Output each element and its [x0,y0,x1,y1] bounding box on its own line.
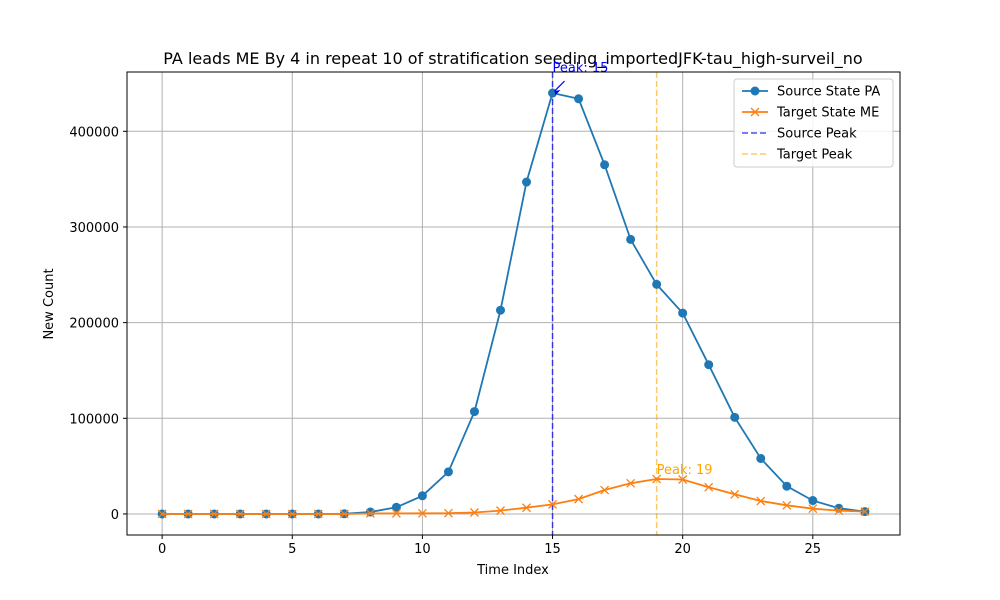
data-point [287,509,297,519]
data-point [860,507,870,517]
data-point [626,478,636,488]
data-point [443,508,453,518]
data-point [522,177,532,187]
data-point [626,234,636,244]
data-point [730,489,740,499]
data-point [339,509,349,519]
y-tick-label: 400000 [69,125,119,140]
data-point [834,506,844,516]
data-point [365,507,375,517]
legend-entry: Source State PA [742,85,880,100]
data-point [704,482,714,492]
data-point [600,160,610,170]
data-point [548,499,557,509]
data-point [522,503,531,513]
y-tick-label: 300000 [69,221,119,236]
x-tick-label: 10 [414,542,431,557]
data-point [756,453,766,463]
data-point [157,509,167,519]
legend-marker [750,107,760,117]
y-axis-label: New Count [42,268,57,339]
chart-title: PA leads ME By 4 in repeat 10 of stratif… [163,49,862,69]
data-point [183,509,193,519]
data-point [495,305,505,315]
data-point [652,279,662,289]
data-point [313,509,323,519]
data-point [730,412,740,422]
x-tick-label: 20 [674,542,691,557]
peak-lines [551,72,658,535]
x-axis-label: Time Index [476,563,549,578]
x-tick-label: 25 [805,542,822,557]
x-tick-label: 5 [288,542,296,557]
data-point [704,360,714,370]
data-point [443,467,453,477]
data-point [391,502,401,512]
y-tick-label: 0 [111,508,119,523]
legend-entry: Target Peak [742,148,853,163]
y-tick-label: 100000 [69,412,119,427]
data-point [678,308,688,318]
peak-annotation: Peak: 19 [657,463,713,478]
data-point [782,481,792,491]
data-point [365,509,375,518]
data-point [391,508,401,518]
data-point [808,504,818,514]
annotation-arrow [554,80,565,92]
peak-annotation: Peak: 15 [553,61,609,76]
data-point [470,508,479,517]
data-point [756,496,766,506]
data-point [678,475,688,484]
data-point [496,506,505,516]
data-point [574,94,584,104]
x-tick-label: 15 [544,542,561,557]
x-tick-label: 0 [158,542,166,557]
data-point [600,485,610,495]
legend-frame [733,78,894,168]
data-point [235,509,245,519]
legend: Source State PA Target State ME Source Pea… [733,78,894,168]
data-point [209,509,219,519]
plot-area-frame [126,71,901,536]
data-point [417,491,427,501]
series-group [157,88,870,519]
axis-ticks: 0 5 10 15 20 25 0 100000 200000 300000 400000 [69,125,821,557]
data-point [808,496,818,506]
legend-label: Target Peak [776,148,853,163]
legend-entry: Target State ME [742,106,879,121]
series-line [162,478,865,515]
peak-annotations: Peak: 15 Peak: 19 [553,61,713,478]
series-1 [157,474,870,519]
data-point [574,494,584,504]
data-point [782,500,792,510]
data-point [469,407,479,417]
legend-label: Source Peak [777,127,857,142]
legend-entry: Source Peak [742,127,857,142]
legend-label: Source State PA [777,85,880,100]
data-point [261,509,271,519]
data-point [417,508,427,518]
legend-marker [750,86,760,96]
y-tick-label: 200000 [69,317,119,332]
data-point [652,474,662,484]
legend-label: Target State ME [776,106,879,121]
annotation-arrowhead [554,90,561,96]
